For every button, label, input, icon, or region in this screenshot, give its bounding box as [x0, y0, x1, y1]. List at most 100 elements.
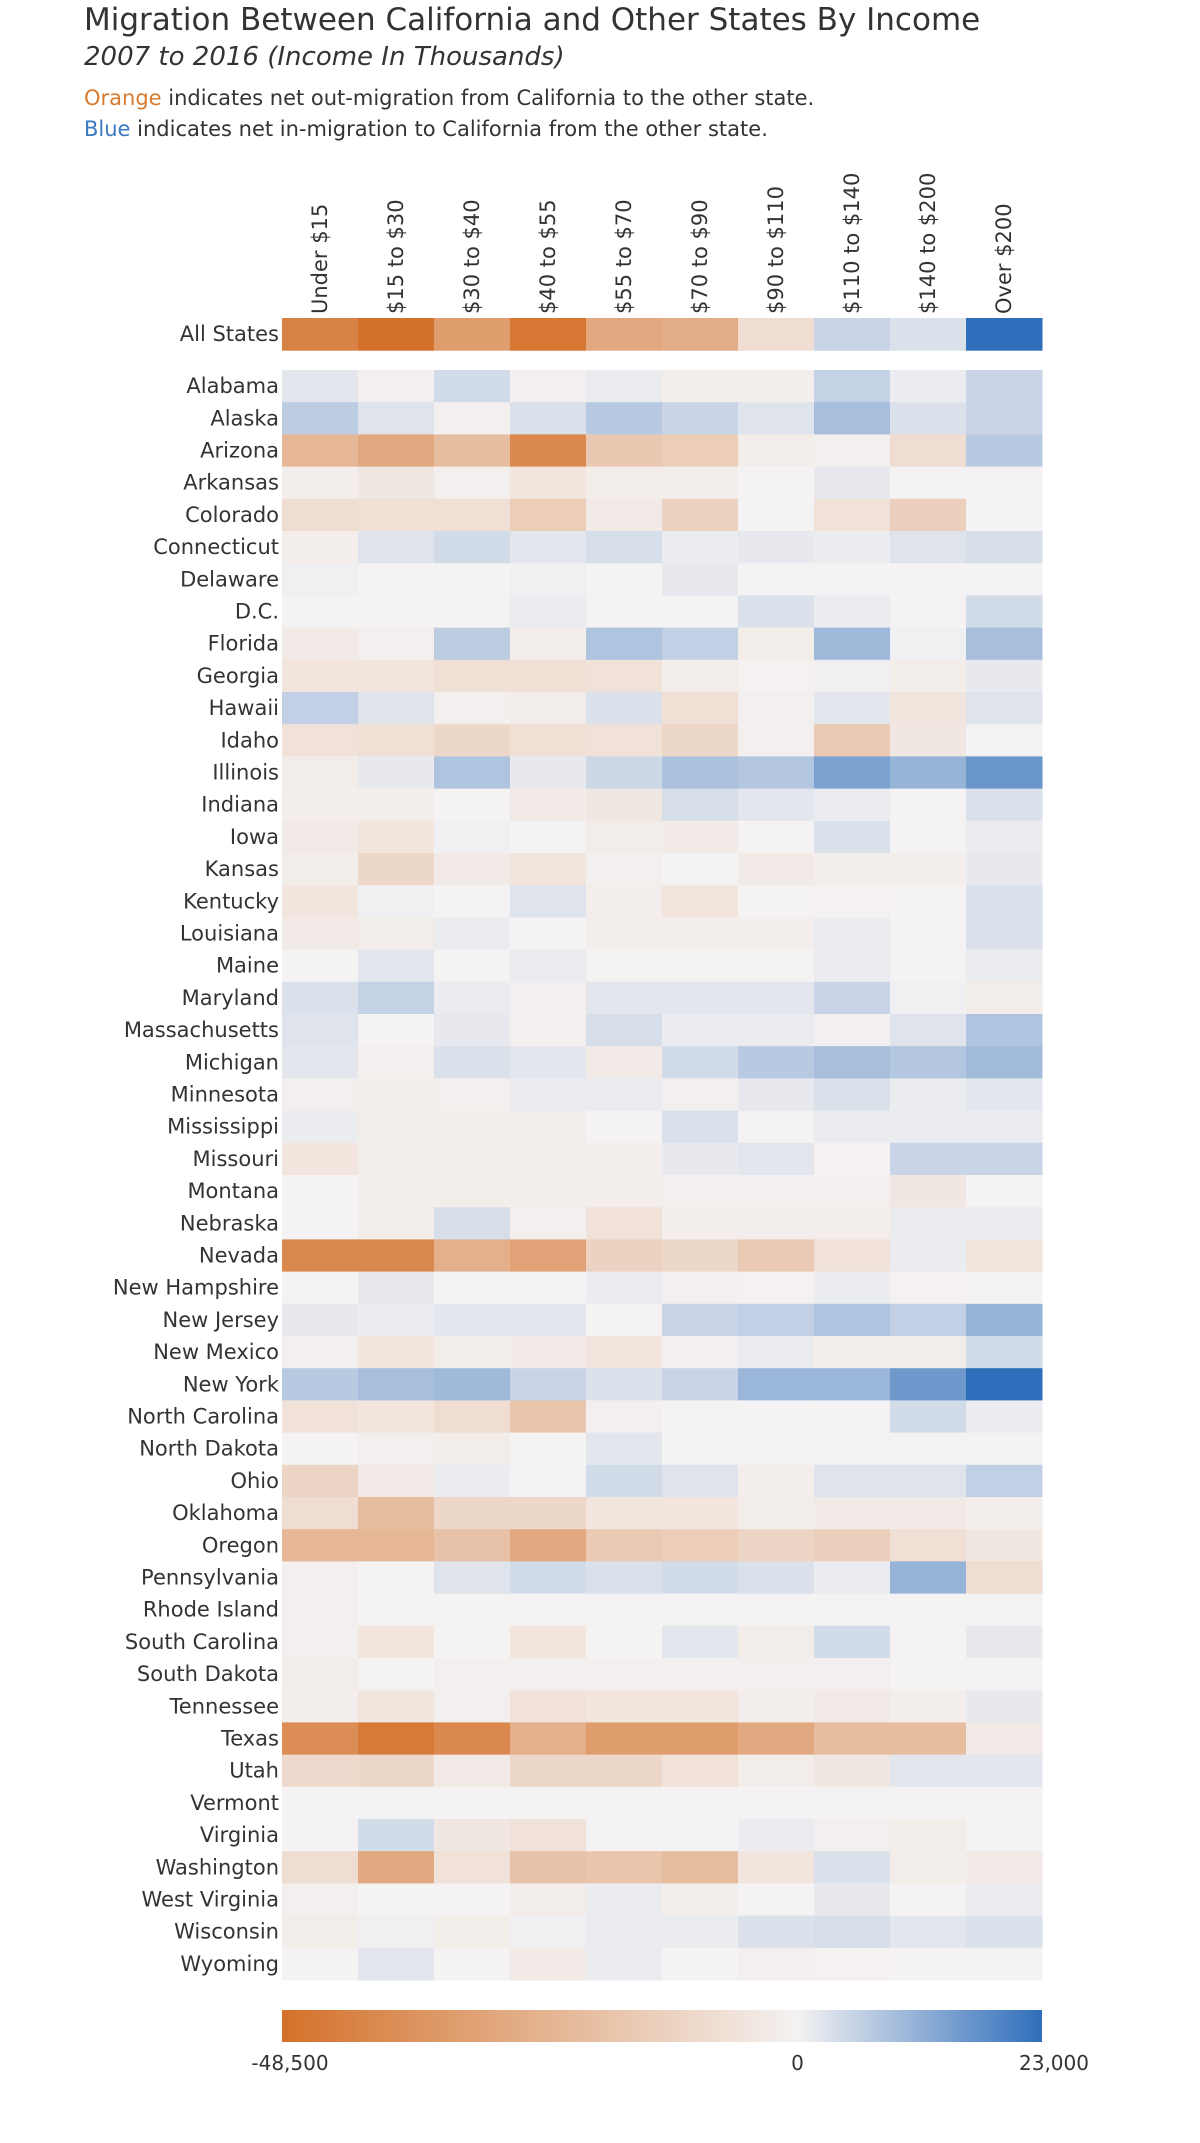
heatmap-cell: [738, 853, 815, 886]
heatmap-cell: [738, 1142, 815, 1176]
heatmap-cell: [662, 434, 739, 468]
heatmap-cell: [662, 1883, 739, 1917]
heatmap-cell: [890, 434, 967, 468]
heatmap-cell: [966, 1368, 1043, 1401]
heatmap-cell: [510, 370, 587, 403]
row-label-pennsylvania: Pennsylvania: [141, 1566, 279, 1590]
heatmap-cell: [510, 563, 587, 596]
heatmap-cell: [358, 1207, 435, 1240]
heatmap-cell: [966, 1464, 1043, 1498]
heatmap-cell: [738, 1722, 815, 1756]
orange-note-text: indicates net out-migration from Califor…: [161, 86, 815, 110]
heatmap-cell: [890, 1239, 967, 1273]
heatmap-cell: [358, 1593, 435, 1627]
heatmap-cell: [814, 1336, 891, 1369]
heatmap-cell: [586, 1046, 663, 1079]
heatmap-cell: [966, 1947, 1043, 1981]
heatmap-cell: [358, 402, 435, 435]
heatmap-cell: [434, 1336, 511, 1369]
row-label-washington: Washington: [156, 1855, 279, 1879]
chart-title: Migration Between California and Other S…: [84, 2, 981, 38]
heatmap-cell: [358, 1883, 435, 1917]
column-label: $90 to $110: [764, 186, 788, 314]
row-label-minnesota: Minnesota: [171, 1083, 279, 1107]
heatmap-cell: [510, 402, 587, 435]
heatmap-cell: [814, 434, 891, 468]
heatmap-cell: [662, 820, 739, 854]
heatmap-cell: [890, 1593, 967, 1627]
heatmap-cell: [586, 1561, 663, 1595]
heatmap-cell: [586, 1529, 663, 1562]
row-label-mississippi: Mississippi: [167, 1115, 279, 1139]
heatmap-cell: [434, 1593, 511, 1627]
heatmap-cell: [814, 1464, 891, 1498]
heatmap-cell: [586, 370, 663, 403]
row-label-virginia: Virginia: [200, 1823, 279, 1847]
heatmap-cell: [814, 1110, 891, 1144]
heatmap-cell: [510, 1046, 587, 1079]
heatmap-cell: [282, 1786, 359, 1820]
heatmap-cell: [586, 820, 663, 854]
heatmap-cell: [890, 531, 967, 564]
heatmap-cell: [510, 1142, 587, 1176]
orange-keyword: Orange: [84, 86, 162, 110]
heatmap-cell: [814, 1561, 891, 1595]
heatmap-cell: [434, 1175, 511, 1208]
heatmap-cell: [738, 949, 815, 983]
heatmap-cell: [662, 563, 739, 596]
heatmap-cell: [966, 1078, 1043, 1112]
heatmap-cell: [282, 595, 359, 629]
heatmap-cell: [890, 1690, 967, 1723]
heatmap-cell: [966, 1819, 1043, 1852]
heatmap-cell: [890, 1110, 967, 1144]
heatmap-cell: [358, 949, 435, 983]
heatmap-cell: [662, 1046, 739, 1079]
heatmap-cell: [282, 1368, 359, 1401]
heatmap-cell: [434, 1464, 511, 1498]
heatmap-cell: [662, 1658, 739, 1691]
heatmap-cell: [966, 1658, 1043, 1691]
heatmap-cell: [662, 1207, 739, 1240]
heatmap-cell: [510, 466, 587, 500]
heatmap-cell: [282, 820, 359, 854]
heatmap-cell: [966, 853, 1043, 886]
heatmap-cell: [738, 659, 815, 693]
heatmap-cell: [890, 1915, 967, 1949]
heatmap-cell: [586, 531, 663, 564]
heatmap-cell: [282, 659, 359, 693]
heatmap-cell: [662, 1625, 739, 1659]
heatmap-cell: [510, 1336, 587, 1369]
heatmap-cell: [434, 1271, 511, 1305]
heatmap-cell: [434, 1046, 511, 1079]
heatmap-cell: [358, 1690, 435, 1723]
heatmap-cell: [966, 949, 1043, 983]
heatmap-cell: [662, 595, 739, 629]
column-label: $70 to $90: [688, 199, 712, 314]
heatmap-cell: [434, 1915, 511, 1949]
heatmap-cell: [814, 1368, 891, 1401]
heatmap-cell: [358, 1529, 435, 1562]
heatmap-cell: [890, 885, 967, 918]
heatmap-cell: [966, 434, 1043, 468]
heatmap-cell: [282, 756, 359, 790]
heatmap-cell: [510, 1883, 587, 1917]
heatmap-cell: [282, 1947, 359, 1981]
heatmap-cell: [358, 1561, 435, 1595]
heatmap-cell: [966, 1754, 1043, 1788]
heatmap-cell: [814, 627, 891, 661]
heatmap-cell: [586, 1142, 663, 1176]
row-label-wisconsin: Wisconsin: [174, 1920, 279, 1944]
heatmap-cell: [814, 724, 891, 757]
heatmap-cell: [434, 917, 511, 951]
heatmap-cell: [890, 724, 967, 757]
heatmap-cell: [358, 1239, 435, 1273]
heatmap-cell: [434, 1078, 511, 1112]
heatmap-cell: [282, 318, 359, 351]
heatmap-cell: [358, 1497, 435, 1530]
heatmap-cell: [966, 370, 1043, 403]
heatmap-cell: [966, 1722, 1043, 1756]
heatmap-cell: [890, 318, 967, 351]
row-label-arkansas: Arkansas: [183, 471, 279, 495]
heatmap-cell: [966, 788, 1043, 822]
row-label-delaware: Delaware: [180, 567, 279, 591]
